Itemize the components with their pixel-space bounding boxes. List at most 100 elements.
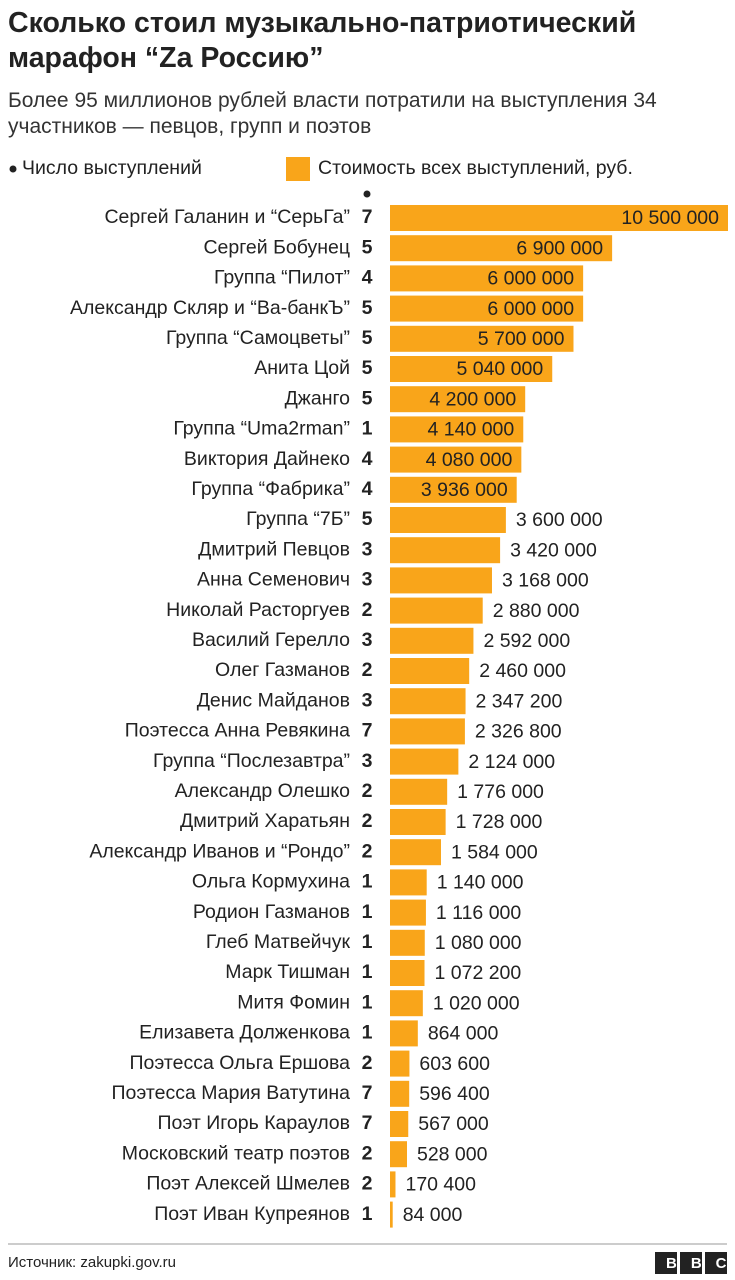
category-label: Анита Цой [254,357,350,379]
category-label: Поэтесса Ольга Ершова [130,1052,351,1074]
bar [390,688,466,715]
count-label: 3 [362,750,373,772]
bar [390,929,425,956]
value-label: 6 900 000 [516,237,603,259]
count-label: 5 [362,357,373,379]
value-label: 596 400 [419,1083,490,1105]
value-label: 2 592 000 [483,630,570,652]
category-label: Николай Расторгуев [166,599,350,621]
category-label: Александр Скляр и “Ва-банкЪ” [70,297,350,319]
legend-label: Число выступлений [22,157,202,179]
bar [390,1201,393,1228]
chart-title: Сколько стоил музыкально-патриотический … [8,7,637,74]
category-label: Анна Семенович [197,569,350,591]
bar [390,748,459,775]
bar [390,356,553,382]
category-label: Елизавета Долженкова [139,1022,350,1044]
category-label: Родион Газманов [193,901,350,923]
category-label: Сергей Галанин и “СерьГа” [104,206,350,228]
bar [390,446,522,473]
bar [390,597,483,624]
category-label: Группа “Послезавтра” [153,750,350,772]
count-label: 1 [362,901,373,923]
category-label: Группа “Фабрика” [191,478,350,500]
category-label: Александр Иванов и “Рондо” [89,840,350,862]
logo: BBC [666,1255,735,1272]
bar [390,990,423,1017]
value-label: 2 460 000 [479,660,566,682]
value-label: 528 000 [417,1143,488,1165]
value-label: 5 700 000 [478,328,565,350]
category-label: Группа “Самоцветы” [166,327,350,349]
bar [390,1020,418,1047]
legend-swatch [286,157,310,181]
logo-box [655,1252,677,1274]
count-label: 3 [362,689,373,711]
header: Сколько стоил музыкально-патриотический … [8,6,730,140]
value-label: 1 072 200 [435,962,522,984]
bar [390,416,524,443]
category-label: Поэт Алексей Шмелев [146,1173,350,1195]
count-label: 2 [362,810,373,832]
bar [390,537,501,564]
count-label: 1 [362,1203,373,1225]
value-label: 4 080 000 [426,449,513,471]
category-label: Дмитрий Харатьян [180,810,350,832]
bar [390,235,613,262]
category-label: Поэт Игорь Караулов [158,1112,351,1134]
bar [390,295,584,322]
value-label: 2 880 000 [493,600,580,622]
value-label: 1 776 000 [457,781,544,803]
value-label: 864 000 [428,1023,499,1045]
chart-subtitle: Более 95 миллионов рублей власти потрати… [8,89,657,138]
count-label: 5 [362,236,373,258]
category-label: Денис Майданов [197,689,350,711]
category-label: Группа “Пилот” [214,267,350,289]
bar [390,205,728,231]
category-label: Поэтесса Мария Ватутина [112,1082,351,1104]
value-label: 4 200 000 [429,388,516,410]
count-label: 2 [362,1142,373,1164]
count-label: 2 [362,599,373,621]
category-label: Сергей Бобунец [203,236,350,258]
logo-box [680,1252,702,1274]
count-label: 2 [362,1173,373,1195]
count-label: 1 [362,871,373,893]
value-label: 567 000 [418,1113,489,1135]
count-label: 2 [362,659,373,681]
count-label: 3 [362,569,373,591]
value-label: 2 326 800 [475,721,562,743]
count-label: 1 [362,991,373,1013]
source: Источник: zakupki.gov.ru [8,1254,176,1271]
bar [390,718,465,745]
value-label: 3 936 000 [421,479,508,501]
category-label: Джанго [285,387,351,409]
category-label: Московский театр поэтов [122,1142,350,1164]
category-label: Группа “Uma2rman” [173,418,350,440]
bar [390,476,517,503]
count-label: 7 [362,720,373,742]
bar [390,1141,407,1168]
category-label: Александр Олешко [175,780,351,802]
count-label: 2 [362,840,373,862]
category-label: Глеб Матвейчук [206,931,351,953]
category-label: Митя Фомин [237,991,350,1013]
count-label: 3 [362,538,373,560]
category-label: Василий Герелло [192,629,350,651]
value-label: 3 168 000 [502,570,589,592]
count-label: 4 [362,478,373,500]
count-label: 5 [362,297,373,319]
count-label: 2 [362,780,373,802]
count-label: 7 [362,1082,373,1104]
category-label: Поэт Иван Купреянов [154,1203,350,1225]
count-label: 7 [362,206,373,228]
value-label: 2 124 000 [468,751,555,773]
value-label: 603 600 [419,1053,490,1075]
count-label: 5 [362,387,373,409]
count-label: 1 [362,931,373,953]
bar [390,1050,410,1077]
bar [390,839,441,866]
bar [390,1111,409,1137]
bar [390,778,448,805]
